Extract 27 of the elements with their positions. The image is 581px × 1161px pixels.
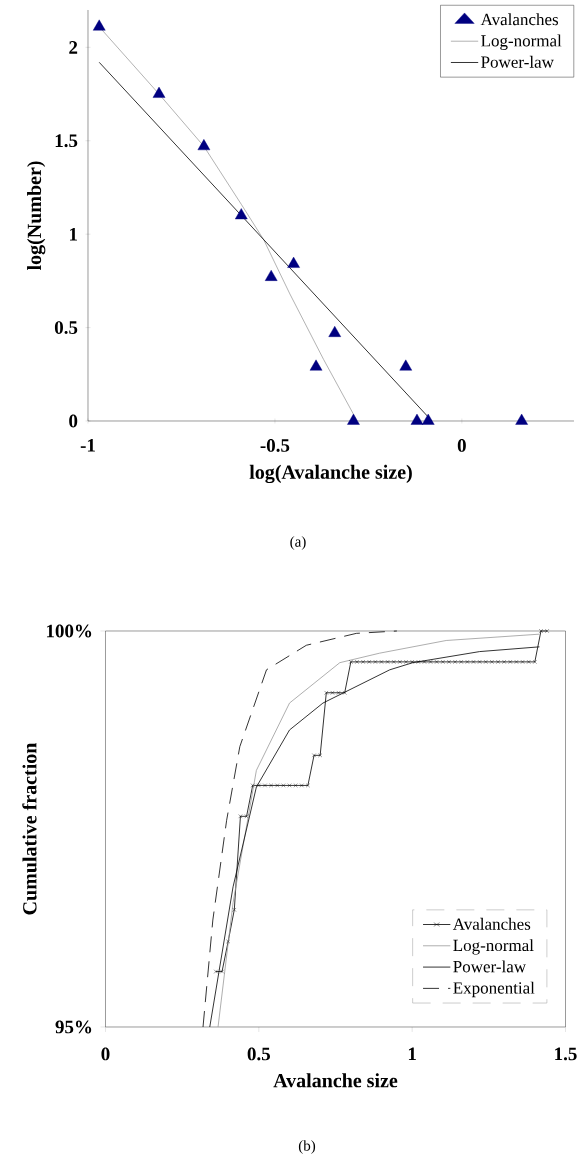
y-tick-label: 1 (70, 227, 78, 241)
x-axis-title: log(Avalanche size) (249, 464, 412, 484)
legend-label: Power-law (453, 960, 527, 973)
text: (b) (299, 1140, 316, 1154)
y-tick-label: 100% (47, 624, 92, 638)
y-tick-label: 1.5 (55, 134, 78, 148)
x-tick-label: -0.5 (260, 439, 290, 452)
y-tick-label: 2 (69, 41, 78, 54)
y-tick-label: 95% (55, 1020, 92, 1034)
legend-label: Avalanches (453, 917, 531, 930)
x-tick-label: 0 (457, 439, 466, 452)
x-tick-label: 0.5 (247, 1047, 271, 1061)
text: (a) (290, 536, 306, 550)
x-axis-title: Avalanche size (273, 1073, 398, 1088)
legend-label: Exponential (453, 981, 535, 998)
x-tick-label: 1 (409, 1047, 417, 1061)
y-tick-label: 0.5 (55, 321, 78, 335)
x-tick-label: 0 (101, 1047, 110, 1061)
legend-label: Power-law (481, 55, 554, 68)
legend-label: Log-normal (481, 34, 562, 51)
legend-label: Avalanches (480, 13, 559, 26)
x-tick-label: -1 (80, 439, 96, 452)
legend-label: Log-normal (453, 939, 534, 955)
y-axis-title: log(Number) (27, 161, 46, 271)
y-axis-title: Cumulative fraction (22, 742, 37, 915)
y-tick-label: 0 (69, 414, 78, 428)
x-tick-label: 1.5 (555, 1047, 577, 1061)
